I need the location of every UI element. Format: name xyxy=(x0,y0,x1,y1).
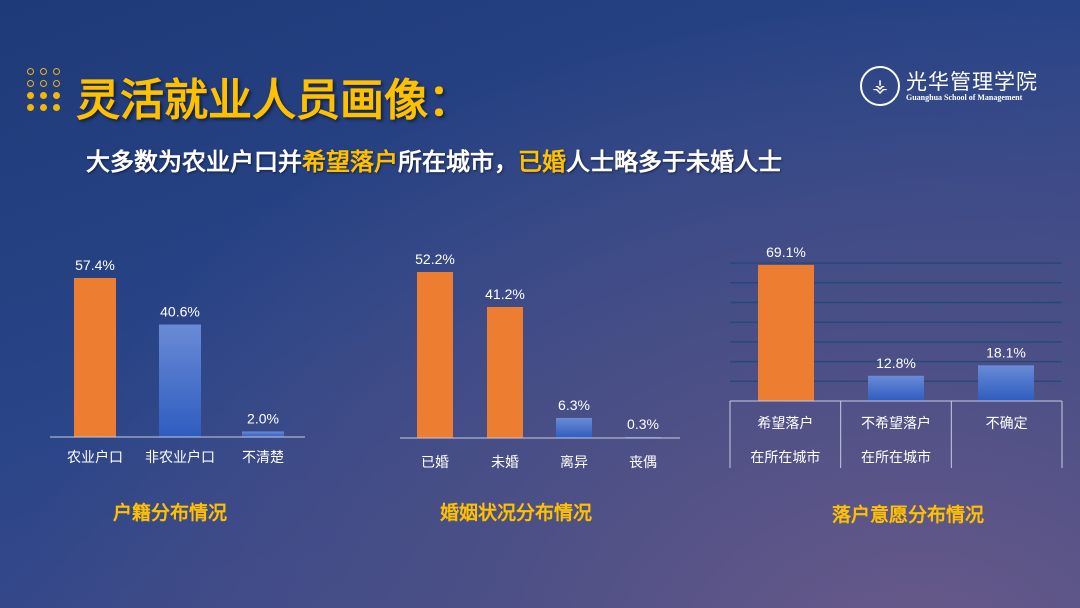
chart-title: 户籍分布情况 xyxy=(112,502,228,524)
bar-1 xyxy=(868,375,924,401)
bar-0 xyxy=(74,278,116,437)
category-label: 已婚 xyxy=(421,455,449,471)
data-label: 52.2% xyxy=(415,251,455,267)
chart-title: 婚姻状况分布情况 xyxy=(439,502,593,524)
category-label: 丧偶 xyxy=(629,455,657,471)
guanghua-logo: ⚶ 光华管理学院 Guanghua School of Management xyxy=(860,66,1038,106)
bar-1 xyxy=(487,306,523,438)
data-label: 41.2% xyxy=(485,286,525,302)
logo-en: Guanghua School of Management xyxy=(906,92,1023,102)
university-seal-icon: ⚶ xyxy=(860,66,900,106)
category-label: 不清楚 xyxy=(242,450,284,466)
bar-1 xyxy=(159,324,201,437)
category-label: 不希望落户 xyxy=(861,415,931,432)
category-label: 非农业户口 xyxy=(145,449,215,466)
subtitle-part: 所在城市， xyxy=(398,148,518,176)
category-label: 在所在城市 xyxy=(750,449,820,466)
bar-0 xyxy=(417,272,453,438)
bar-2 xyxy=(978,365,1034,401)
category-label: 不确定 xyxy=(986,416,1028,432)
data-label: 2.0% xyxy=(247,410,279,426)
decorative-dots xyxy=(27,68,61,111)
category-label: 离异 xyxy=(560,454,588,471)
bar-0 xyxy=(758,264,814,401)
bar-2 xyxy=(556,417,592,438)
subtitle-highlight: 已婚 xyxy=(518,148,566,176)
data-label: 69.1% xyxy=(766,244,806,260)
data-label: 6.3% xyxy=(558,397,590,413)
bar-2 xyxy=(242,431,284,437)
subtitle-part: 人士略多于未婚人士 xyxy=(566,148,782,176)
chart-title: 落户意愿分布情况 xyxy=(831,504,985,526)
data-label: 40.6% xyxy=(160,304,200,320)
data-label: 0.3% xyxy=(627,416,659,432)
subtitle-highlight: 希望落户 xyxy=(302,148,398,176)
data-label: 18.1% xyxy=(986,344,1026,360)
subtitle-part: 大多数为农业户口并 xyxy=(86,148,302,176)
category-label: 希望落户 xyxy=(757,415,813,432)
category-label: 在所在城市 xyxy=(861,449,931,466)
data-label: 57.4% xyxy=(75,257,115,273)
category-label: 未婚 xyxy=(491,455,519,471)
category-label: 农业户口 xyxy=(67,449,123,466)
data-label: 12.8% xyxy=(876,355,916,371)
logo-cn: 光华管理学院 xyxy=(906,69,1038,94)
slide-title: 灵活就业人员画像： xyxy=(76,75,472,126)
slide-subtitle: 大多数为农业户口并希望落户所在城市，已婚人士略多于未婚人士 xyxy=(86,142,782,177)
